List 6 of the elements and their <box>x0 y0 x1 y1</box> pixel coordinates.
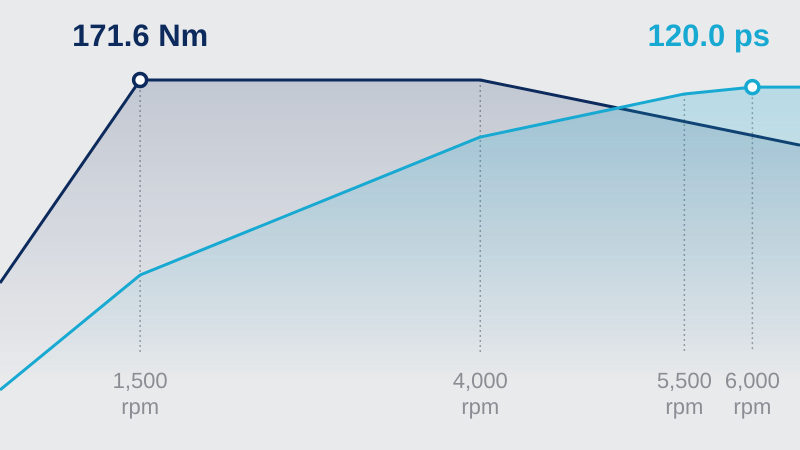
annotation: 120.0 ps <box>648 18 770 53</box>
x-tick-label: 4,000 rpm <box>452 368 508 419</box>
annotation: 171.6 Nm <box>72 18 208 53</box>
x-tick-label: 1,500 rpm <box>112 368 168 419</box>
x-tick-label: 6,000 rpm <box>724 368 780 419</box>
x-tick-label: 5,500 rpm <box>656 368 712 419</box>
